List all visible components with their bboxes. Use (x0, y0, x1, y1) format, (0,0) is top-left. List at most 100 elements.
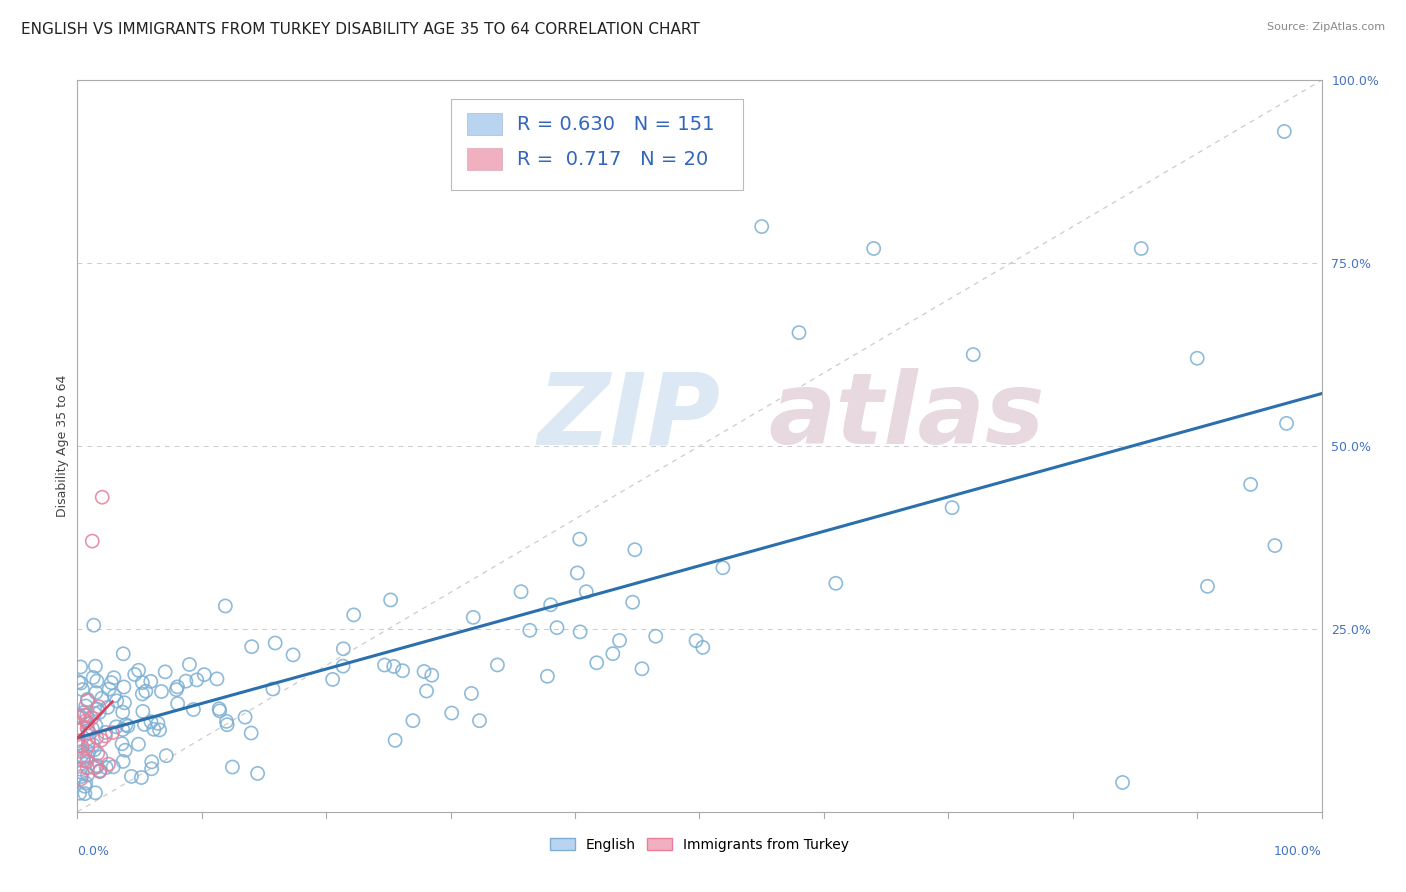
Point (82, 534, 104, 549)
Point (112, 647, 135, 661)
Point (382, 659, 405, 673)
Point (89, 706, 111, 720)
Text: R = 0.630   N = 151: R = 0.630 N = 151 (516, 115, 714, 134)
Point (75, 776, 97, 790)
Point (711, 560, 734, 574)
Point (69, 660, 91, 674)
Point (624, 542, 647, 557)
Point (84, 718, 107, 732)
Point (76, 708, 98, 723)
Point (420, 668, 443, 682)
Point (103, 689, 125, 703)
Point (463, 610, 485, 624)
Point (486, 657, 509, 672)
Point (70, 772, 93, 786)
Point (111, 737, 134, 751)
Point (262, 681, 284, 696)
Point (67, 674, 90, 689)
Point (90, 733, 112, 747)
Point (86, 702, 108, 716)
Point (546, 621, 568, 635)
Point (90, 691, 112, 706)
Point (150, 684, 173, 698)
Point (343, 607, 366, 622)
Point (73, 706, 96, 720)
Point (281, 648, 304, 662)
Point (332, 659, 354, 673)
Point (179, 657, 201, 672)
Point (70, 748, 93, 763)
Point (83, 706, 105, 721)
Point (644, 629, 666, 643)
Point (174, 674, 197, 689)
Point (415, 684, 437, 698)
Point (97, 700, 120, 714)
Point (115, 718, 138, 732)
Point (1272, 124, 1295, 138)
Point (193, 667, 215, 681)
Point (1197, 579, 1219, 593)
Point (322, 673, 344, 687)
Point (240, 640, 263, 654)
Point (83, 743, 105, 757)
Point (153, 665, 176, 679)
Point (536, 669, 558, 683)
Point (148, 723, 170, 737)
Point (94, 729, 117, 743)
Point (332, 641, 354, 656)
Point (413, 665, 436, 679)
Point (76, 749, 98, 764)
Point (631, 662, 654, 676)
Point (84, 786, 107, 800)
Point (205, 672, 228, 686)
Point (569, 624, 592, 639)
Point (112, 680, 135, 694)
Point (519, 624, 541, 638)
Point (824, 576, 846, 591)
Point (70, 739, 93, 754)
Point (384, 733, 406, 747)
Point (66, 723, 89, 738)
Point (101, 725, 124, 739)
Point (76, 768, 98, 782)
Point (70, 765, 93, 780)
Point (215, 714, 238, 729)
Point (87, 699, 110, 714)
Point (82, 671, 104, 685)
Point (214, 599, 236, 613)
Point (70, 770, 93, 784)
Point (86, 673, 108, 688)
Text: 100.0%: 100.0% (1274, 845, 1322, 857)
Point (460, 686, 482, 700)
Point (111, 705, 134, 719)
Point (139, 714, 162, 729)
Point (208, 704, 231, 718)
Point (862, 242, 884, 256)
Point (69, 786, 91, 800)
Point (132, 705, 155, 719)
Y-axis label: Disability Age 35 to 64: Disability Age 35 to 64 (56, 375, 69, 517)
Point (69, 676, 91, 690)
Point (77, 726, 100, 740)
Point (609, 633, 631, 648)
Point (567, 566, 589, 580)
Point (72, 682, 94, 697)
Point (183, 702, 205, 716)
Point (510, 584, 533, 599)
Point (602, 647, 624, 661)
Point (135, 684, 157, 698)
Point (585, 656, 607, 670)
Point (1111, 775, 1133, 789)
Point (264, 636, 287, 650)
Point (77, 739, 100, 753)
Legend: English, Immigrants from Turkey: English, Immigrants from Turkey (544, 832, 855, 857)
Point (100, 675, 122, 690)
Point (128, 663, 150, 677)
Point (374, 658, 396, 673)
Point (1130, 242, 1153, 256)
Point (75, 698, 97, 713)
Point (86, 758, 108, 772)
Point (82, 738, 104, 752)
Point (540, 598, 562, 612)
Point (787, 326, 810, 340)
